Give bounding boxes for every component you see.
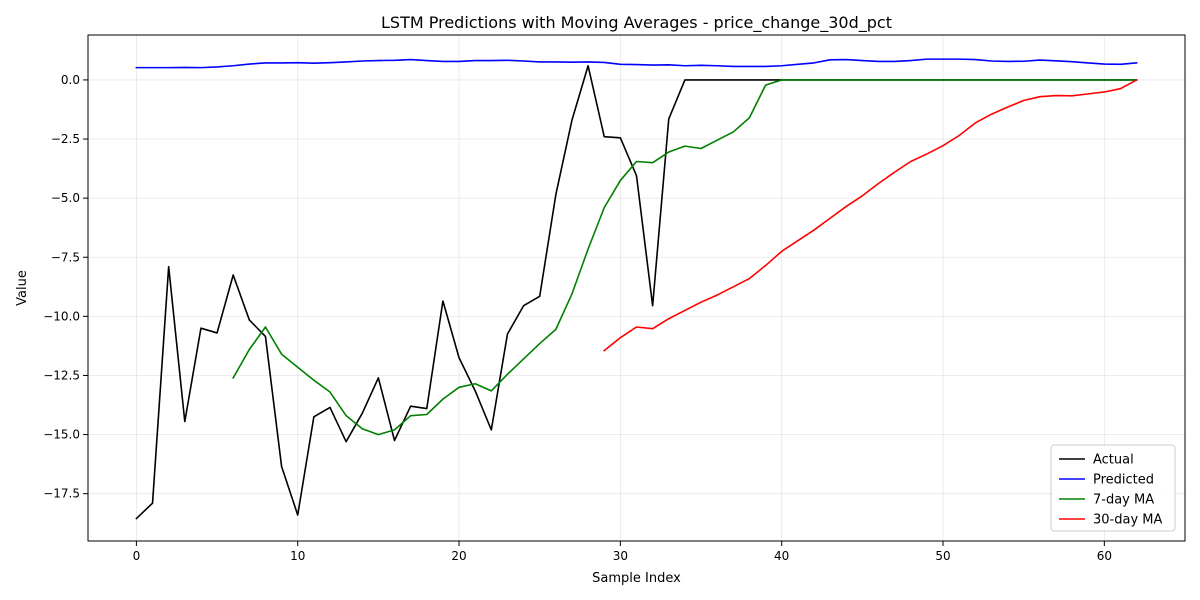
legend-label-actual: Actual	[1093, 453, 1134, 468]
y-tick-label: 0.0	[61, 73, 80, 87]
x-axis-label: Sample Index	[592, 571, 681, 586]
y-axis-label: Value	[15, 270, 30, 306]
y-tick-label: −17.5	[43, 487, 80, 501]
y-tick-label: −12.5	[43, 368, 80, 382]
plot-frame	[87, 34, 1186, 542]
x-tick-label: 50	[935, 549, 950, 563]
y-tick-label: −15.0	[43, 428, 80, 442]
legend-label-predicted: Predicted	[1093, 473, 1154, 488]
grid-layer	[88, 35, 1185, 541]
series-line-7-day-ma	[232, 79, 1138, 436]
x-tick-label: 0	[133, 549, 141, 563]
x-tick-label: 10	[290, 549, 305, 563]
series-layer	[135, 58, 1138, 520]
x-tick-label: 20	[451, 549, 466, 563]
y-tick-label: −5.0	[51, 191, 80, 205]
x-tick-label: 40	[774, 549, 789, 563]
y-ticks: 0.0 −2.5 −5.0 −7.5 −10.0 −12.5 −15.0 −17.5	[43, 73, 88, 501]
y-tick-label: −2.5	[51, 132, 80, 146]
series-line-30-day-ma	[603, 78, 1138, 352]
y-tick-label: −10.0	[43, 309, 80, 323]
x-tick-label: 30	[613, 549, 628, 563]
legend-label-7-day-ma: 7-day MA	[1093, 493, 1154, 508]
legend-label-30-day-ma: 30-day MA	[1093, 513, 1162, 528]
legend-box	[1050, 444, 1176, 532]
y-tick-label: −7.5	[51, 250, 80, 264]
x-ticks: 0 10 20 30 40 50 60	[133, 541, 1112, 563]
chart-title: LSTM Predictions with Moving Averages - …	[381, 13, 892, 33]
legend: Actual Predicted 7-day MA 30-day MA	[1050, 444, 1176, 532]
series-line-predicted	[135, 58, 1138, 69]
x-tick-label: 60	[1097, 549, 1112, 563]
